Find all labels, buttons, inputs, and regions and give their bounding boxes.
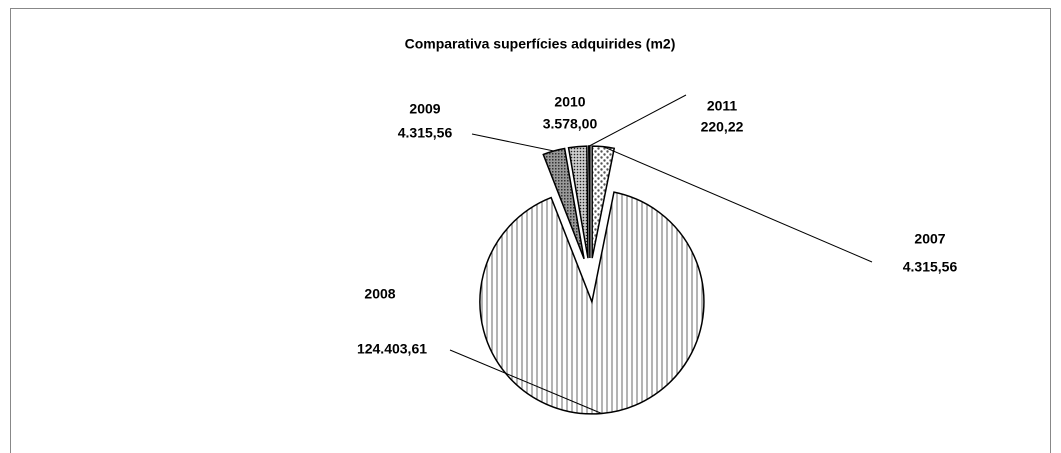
leader-line	[449, 349, 602, 414]
slice-category: 2008	[364, 286, 395, 302]
slice-value: 3.578,00	[543, 116, 598, 132]
leader-line	[589, 94, 687, 147]
leader-line	[471, 133, 554, 152]
slice-category: 2007	[914, 231, 945, 247]
slice-category: 2011	[707, 98, 738, 114]
slice-category: 2009	[409, 101, 440, 117]
slice-value: 220,22	[701, 119, 744, 135]
chart-title: Comparativa superfícies adquirides (m2)	[405, 36, 676, 52]
pie-slice	[567, 145, 589, 259]
slice-value: 4.315,56	[903, 259, 958, 275]
leader-line	[603, 146, 873, 263]
slice-category: 2010	[554, 94, 585, 110]
slice-value: 4.315,56	[398, 125, 453, 141]
slice-value: 124.403,61	[357, 341, 427, 357]
